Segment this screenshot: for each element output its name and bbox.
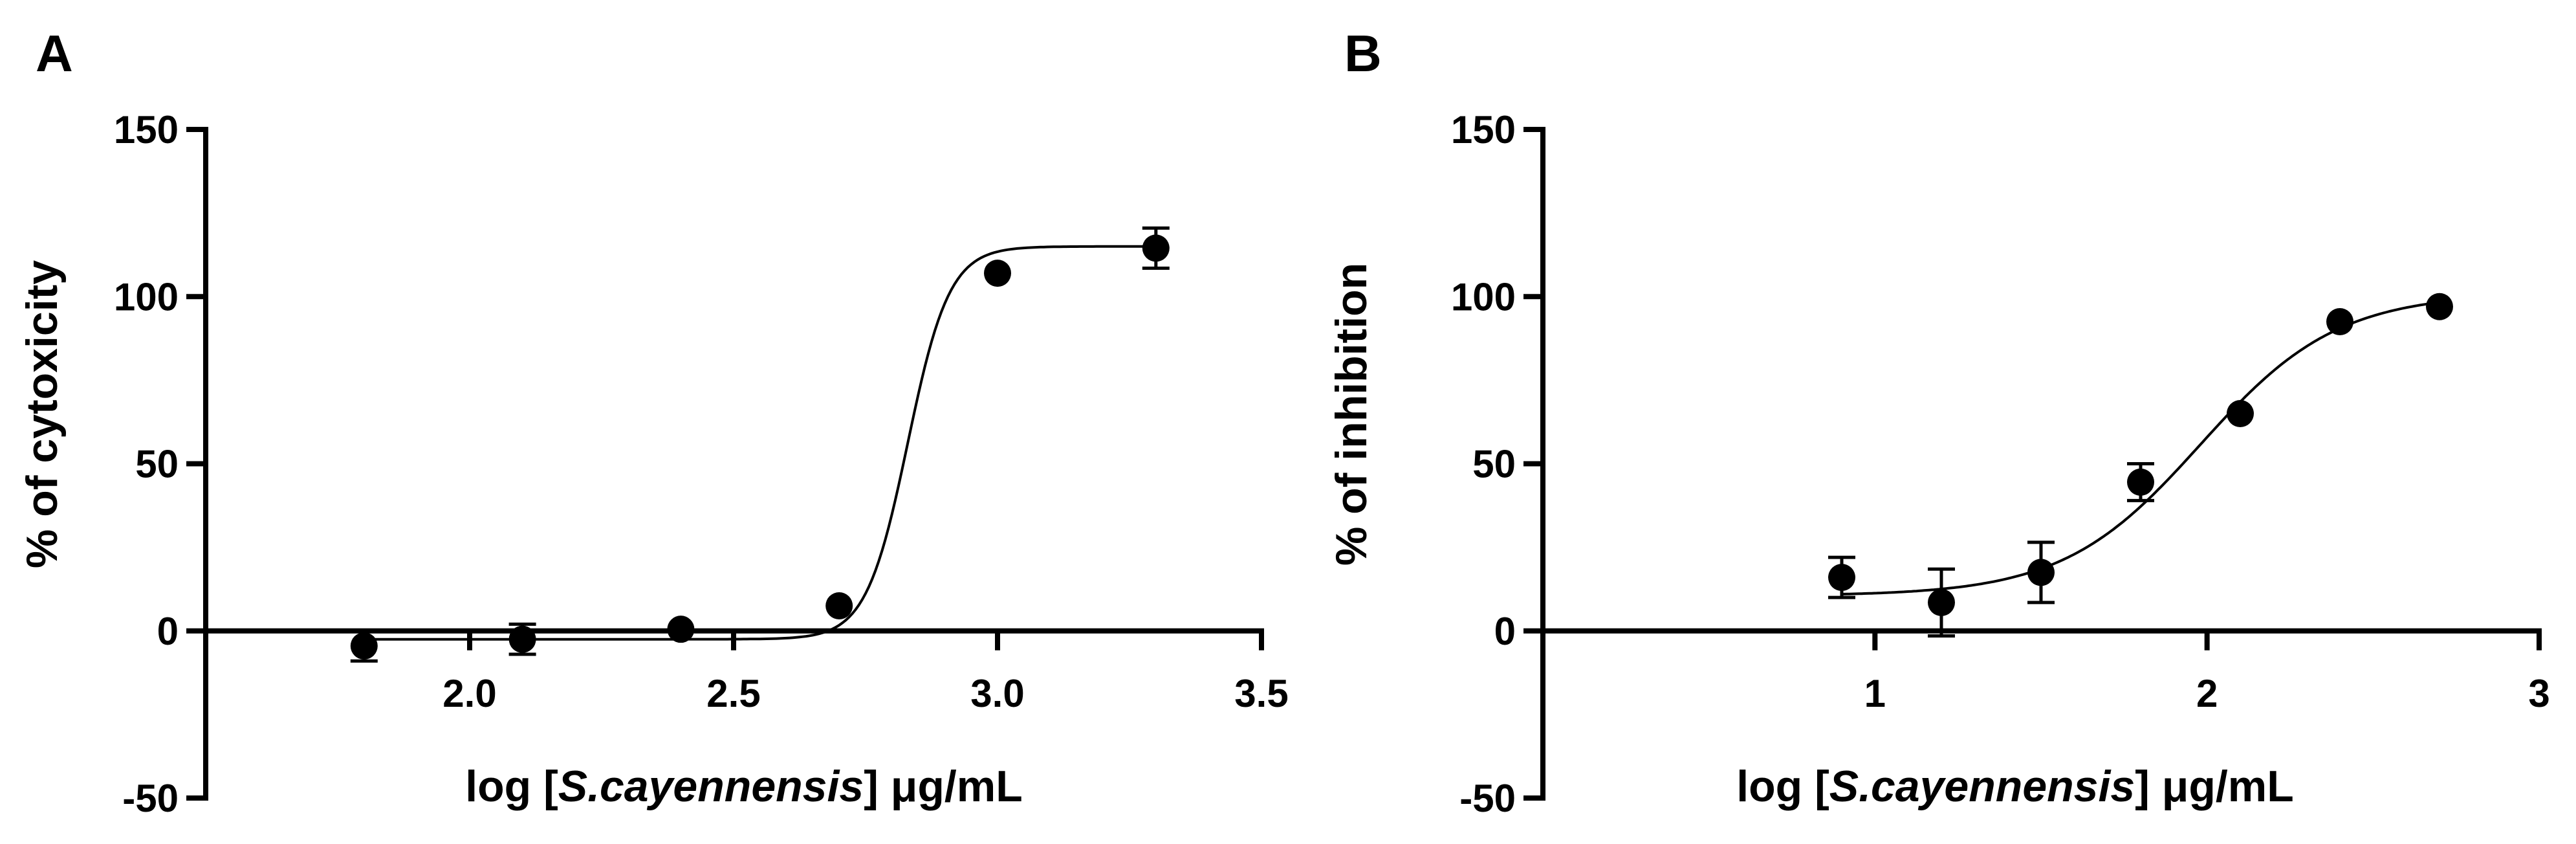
panel-a-x-tick-label: 2.0 [442, 672, 496, 715]
panel-b-x-tick-label: 2 [2196, 672, 2218, 715]
panel-b-x-axis-title-suffix: ] μg/mL [2135, 762, 2294, 811]
panel-b-x-tick-label: 3 [2528, 672, 2549, 715]
panel-a-fit-curve [364, 245, 1156, 641]
panel-a-x-axis-title-species: S.cayennensis [558, 762, 864, 811]
panel-a-y-tick-label: 50 [135, 443, 179, 486]
panel-a-y-axis-title: % of cytoxicity [17, 260, 67, 568]
panel-b-x-axis-title-prefix: log [ [1736, 762, 1829, 811]
panel-a-data-point [825, 592, 853, 620]
panel-b-data-point [2127, 468, 2154, 496]
panel-b-fit-curve [1841, 301, 2440, 595]
panel-b-y-tick-label: 100 [1451, 275, 1516, 318]
panel-a: A % of cytoxicity log [S.cayennensis] μg… [17, 25, 1289, 820]
panel-b-x-axis-title-species: S.cayennensis [1829, 762, 2135, 811]
panel-a-data-point [508, 625, 536, 653]
panel-b-x-axis-title: log [S.cayennensis] μg/mL [1736, 762, 2294, 811]
panel-a-data-point [1142, 234, 1170, 262]
panel-a-x-axis-title: log [S.cayennensis] μg/mL [465, 762, 1023, 811]
panel-a-x-tick-label: 3.0 [970, 672, 1024, 715]
panel-b-y-tick-label: 150 [1451, 108, 1516, 151]
panel-a-data-point [350, 632, 378, 660]
panel-b-y-tick-label: 50 [1472, 443, 1516, 486]
panel-b-label: B [1344, 25, 1382, 82]
panel-a-y-tick-label: -50 [122, 777, 179, 820]
panel-a-y-tick-label: 150 [114, 108, 179, 151]
panel-b-data-point [1828, 564, 1855, 592]
panel-a-x-axis-title-suffix: ] μg/mL [864, 762, 1023, 811]
panel-b-data-point [2326, 307, 2353, 335]
panel-a-x-axis-title-prefix: log [ [465, 762, 558, 811]
panel-b-data-point [1928, 588, 1955, 616]
panel-a-y-tick-label: 0 [157, 610, 179, 653]
panel-a-data-point [667, 616, 695, 643]
panel-b-data-point [2027, 559, 2055, 586]
panel-a-x-tick-label: 2.5 [706, 672, 760, 715]
panel-b-y-tick-label: 0 [1494, 610, 1516, 653]
panel-a-data-point [984, 260, 1011, 287]
panel-a-y-tick-label: 100 [114, 275, 179, 318]
panel-b-data-point [2426, 293, 2453, 320]
panel-b-y-axis-title: % of inhibition [1327, 263, 1376, 566]
panel-a-x-tick-label: 3.5 [1234, 672, 1288, 715]
panel-b-data-point [2227, 400, 2254, 428]
panel-a-label: A [36, 25, 73, 82]
panel-b-x-tick-label: 1 [1864, 672, 1886, 715]
panel-b-y-tick-label: -50 [1459, 777, 1516, 820]
panel-b: B % of inhibition log [S.cayennensis] μg… [1327, 25, 2550, 820]
